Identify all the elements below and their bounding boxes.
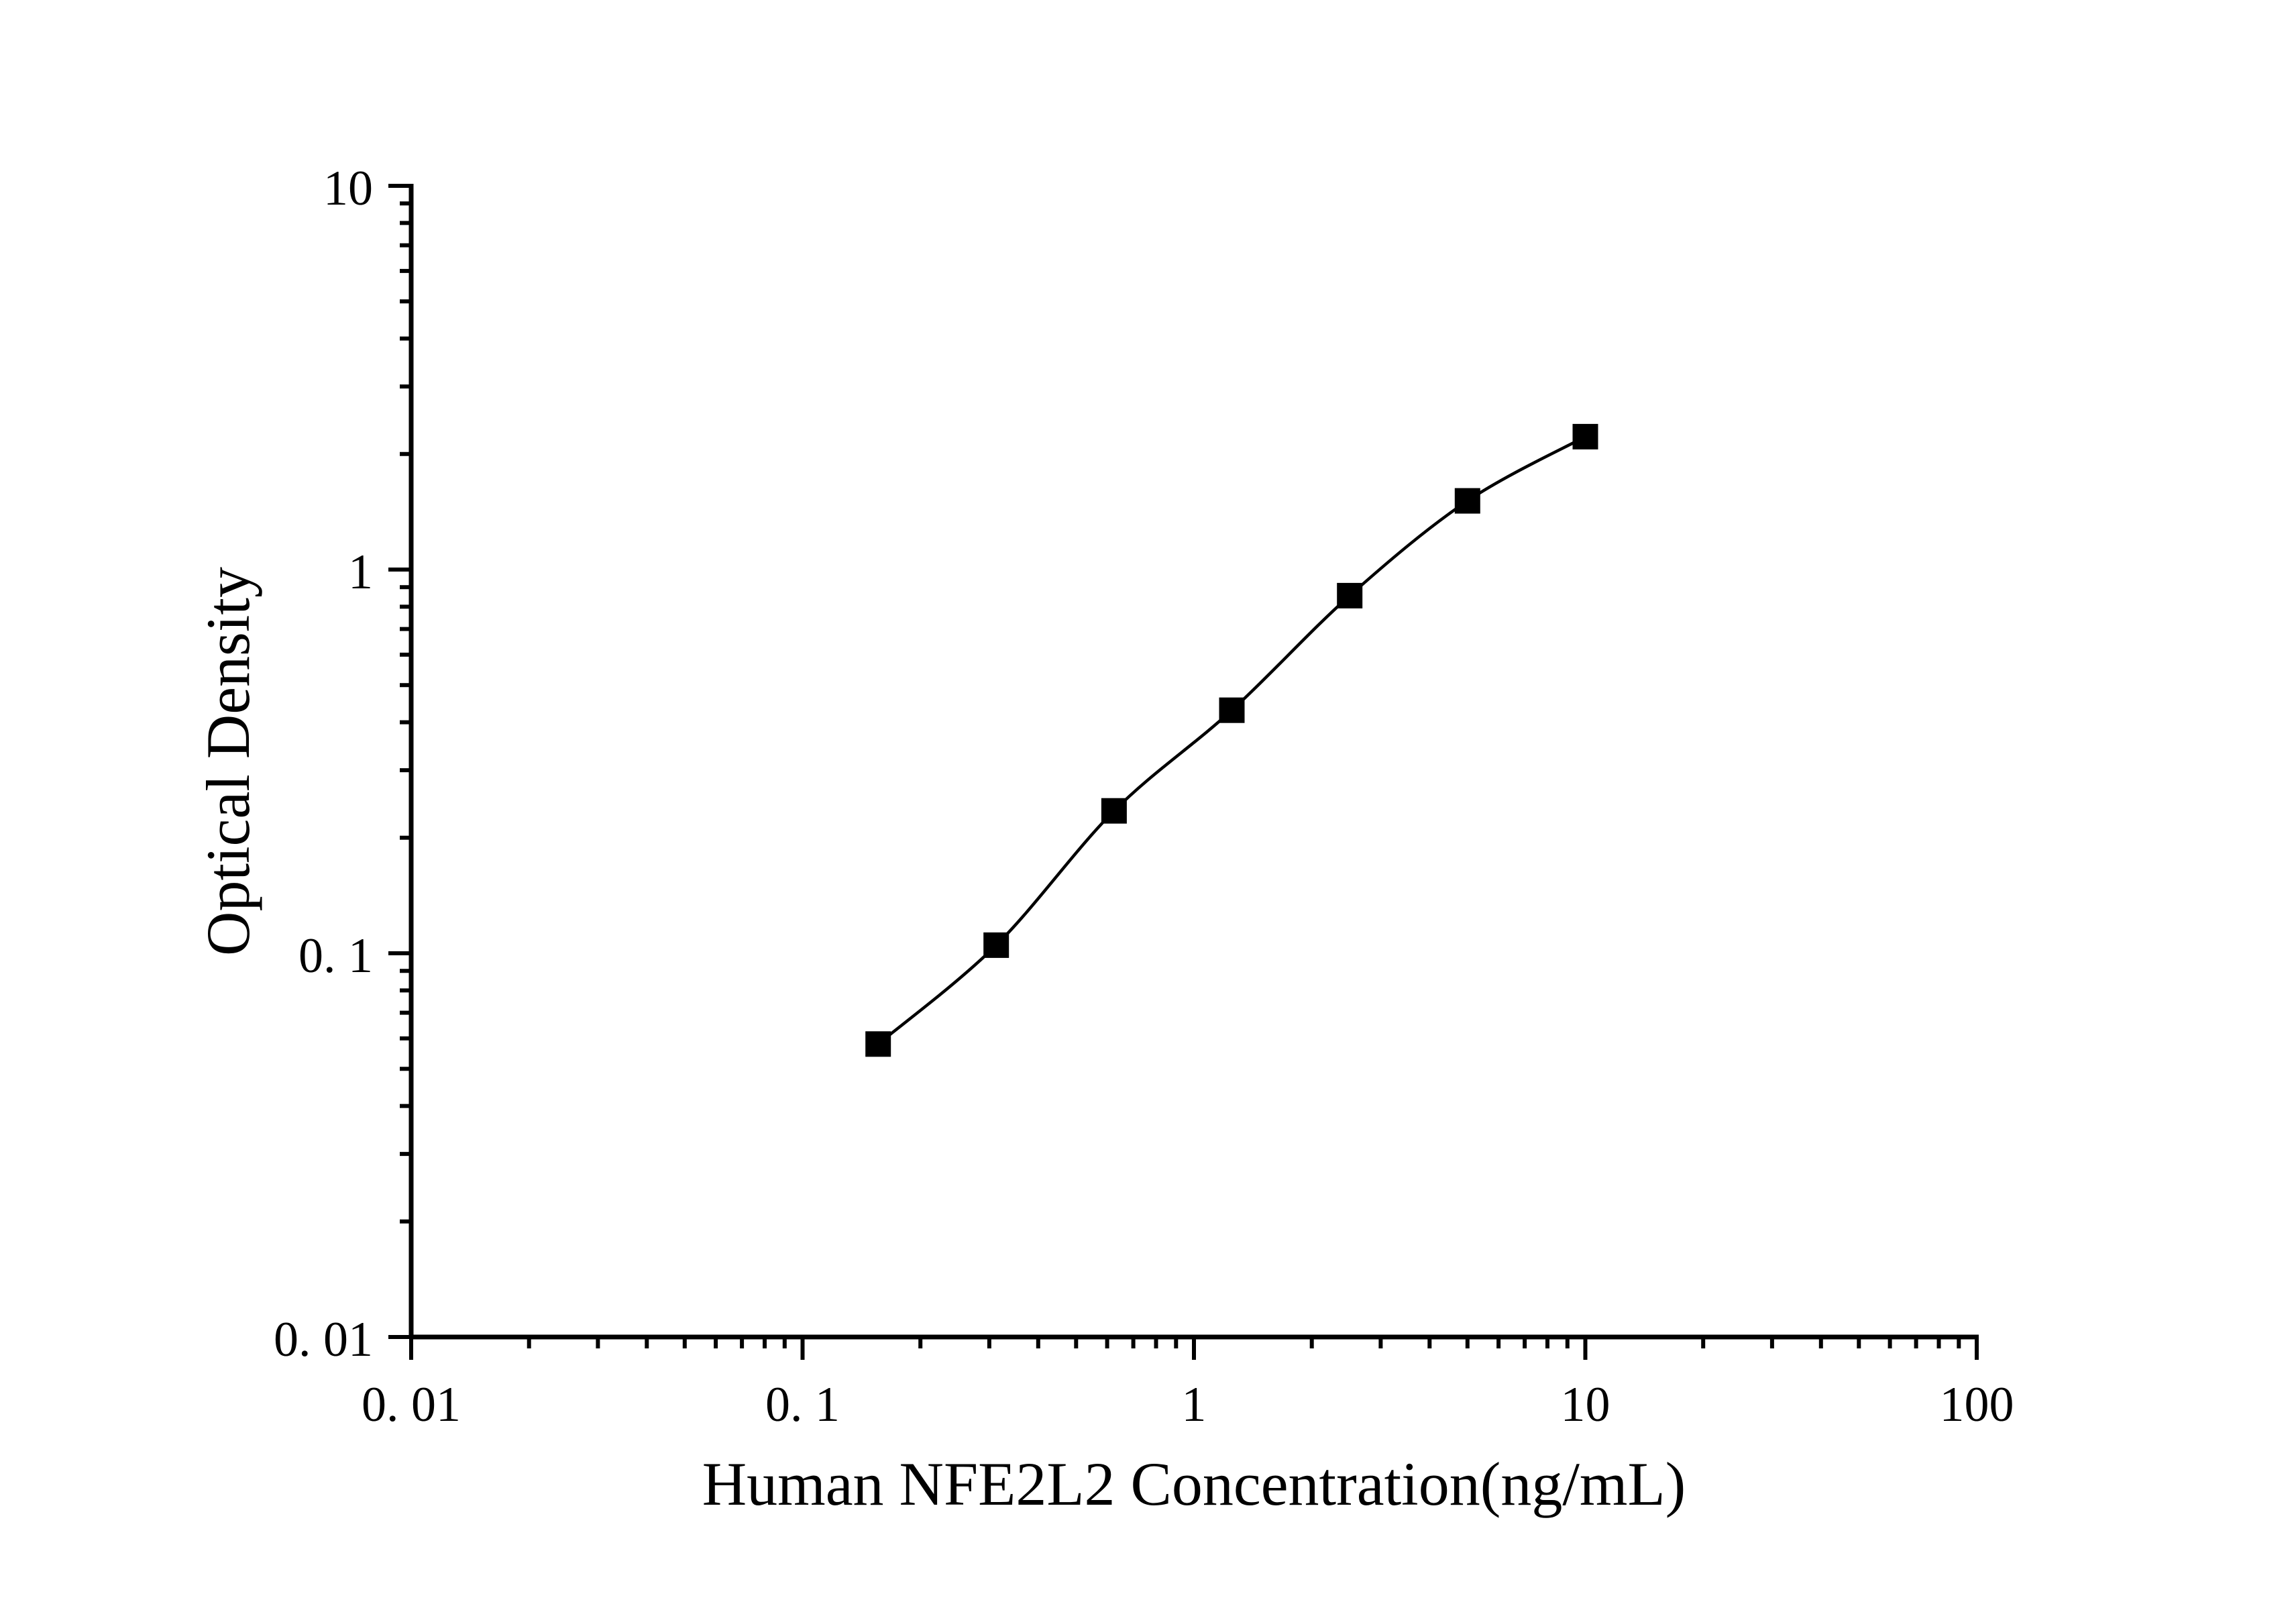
data-point-marker <box>1219 697 1245 723</box>
x-tick-label: 1 <box>1182 1377 1207 1432</box>
y-axis-title: Optical Density <box>194 567 262 956</box>
data-point-marker <box>865 1031 891 1057</box>
y-tick-label: 10 <box>323 161 373 216</box>
x-tick-label: 100 <box>1940 1377 2014 1432</box>
data-point-marker <box>1454 488 1480 514</box>
data-point-marker <box>1101 798 1127 824</box>
data-point-marker <box>1337 582 1363 608</box>
data-point-marker <box>1572 423 1598 449</box>
x-tick-label: 0. 1 <box>765 1377 840 1432</box>
y-tick-label: 0. 01 <box>274 1312 373 1367</box>
data-point-marker <box>983 932 1009 958</box>
y-tick-label: 1 <box>348 545 373 600</box>
y-tick-label: 0. 1 <box>298 928 373 983</box>
x-tick-label: 10 <box>1561 1377 1610 1432</box>
x-tick-label: 0. 01 <box>362 1377 461 1432</box>
x-axis-title: Human NFE2L2 Concentration(ng/mL) <box>702 1450 1686 1518</box>
